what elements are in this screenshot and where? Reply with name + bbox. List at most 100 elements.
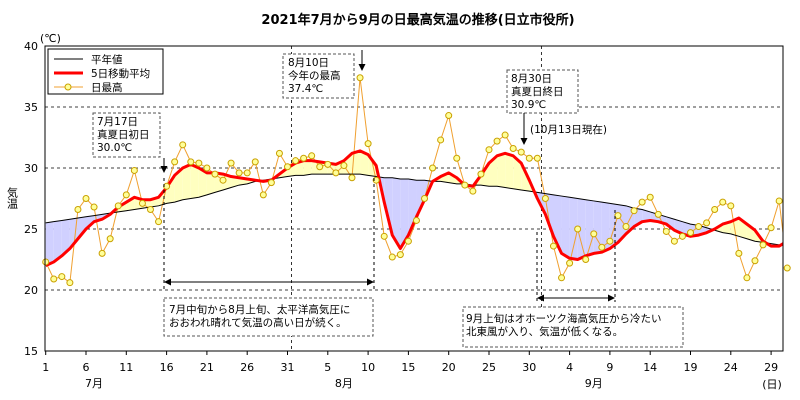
- chart-title: 2021年7月から9月の日最高気温の推移(日立市役所): [261, 12, 574, 28]
- daily-max-point-17: [171, 158, 179, 166]
- daily-max-point-58: [501, 131, 509, 139]
- daily-max-point-82: [695, 223, 703, 231]
- x-tick-label-36: 5: [324, 361, 331, 374]
- month-label-9月: 9月: [585, 377, 603, 390]
- daily-max-point-29: [267, 179, 275, 187]
- daily-max-point-46: [404, 237, 412, 245]
- daily-max-point-10: [114, 202, 122, 210]
- daily-max-point-84: [711, 205, 719, 213]
- daily-max-point-68: [582, 256, 590, 263]
- annotation-aug30-arrow-head: [520, 138, 528, 145]
- daily-max-point-80: [678, 232, 686, 240]
- x-tick-label-86: 24: [724, 361, 738, 374]
- annotation-aug10-line-0: 8月10日: [288, 57, 329, 69]
- fill-day-56-0: [489, 155, 498, 187]
- daily-max-point-33: [300, 154, 308, 162]
- daily-max-point-12: [130, 166, 138, 174]
- daily-max-point-59: [509, 144, 517, 152]
- x-tick-label-46: 15: [401, 361, 415, 374]
- fill-day-63-0: [545, 193, 554, 237]
- fill-day-18-0: [182, 164, 191, 200]
- annotation-aug30-line-1: 真夏日終日: [511, 85, 564, 98]
- daily-max-point-53: [461, 181, 469, 189]
- daily-max-point-55: [477, 170, 485, 178]
- daily-max-point-11: [122, 191, 130, 199]
- annotation-jul17-line-1: 真夏日初日: [97, 128, 150, 141]
- daily-max-point-93: [783, 264, 791, 272]
- annotation-summer-range-head-left: [164, 278, 171, 286]
- annotation-aug10-line-1: 今年の最高: [288, 69, 341, 82]
- fill-day-32-0: [295, 160, 304, 176]
- daily-max-point-28: [259, 191, 267, 199]
- daily-max-point-2: [50, 275, 58, 283]
- x-tick-label-51: 20: [442, 361, 456, 374]
- daily-max-point-70: [598, 243, 606, 251]
- daily-max-point-31: [284, 163, 291, 171]
- annotation-sept-range-head-right: [608, 294, 615, 302]
- fill-day-69-0: [593, 200, 602, 254]
- daily-max-point-75: [638, 198, 646, 206]
- daily-max-point-64: [549, 242, 557, 250]
- y-tick-label-35: 35: [24, 101, 38, 114]
- x-tick-label-16: 16: [160, 361, 174, 374]
- fill-day-47-0: [416, 180, 425, 217]
- daily-max-point-18: [179, 141, 187, 149]
- x-unit-label: (日): [762, 378, 782, 391]
- daily-max-point-50: [437, 136, 445, 144]
- fill-day-17-0: [174, 168, 183, 203]
- annotation-jul17-line-2: 30.0℃: [97, 142, 132, 154]
- daily-max-point-79: [670, 237, 678, 245]
- fill-day-55-0: [480, 163, 489, 187]
- daily-max-point-25: [235, 169, 243, 177]
- daily-max-point-21: [203, 164, 211, 172]
- daily-max-point-76: [646, 193, 654, 201]
- x-tick-label-11: 11: [119, 361, 133, 374]
- fill-day-45-0: [400, 178, 409, 249]
- month-label-8月: 8月: [335, 377, 353, 390]
- fill-day-58-0: [505, 153, 514, 189]
- fill-day-5-0: [77, 216, 86, 239]
- fill-day-57-0: [497, 153, 506, 188]
- annotation-aug10-box: [282, 53, 355, 99]
- daily-max-point-83: [703, 219, 711, 227]
- daily-max-point-90: [759, 241, 767, 249]
- annotation-jul17-arrow-head: [160, 166, 168, 173]
- x-tick-label-6: 6: [83, 361, 90, 374]
- daily-max-point-36: [324, 160, 332, 168]
- daily-max-point-37: [332, 169, 340, 177]
- y-unit-label: (℃): [40, 32, 61, 45]
- daily-max-point-71: [606, 237, 614, 245]
- x-tick-label-56: 25: [482, 361, 496, 374]
- daily-max-point-48: [421, 195, 429, 202]
- annotation-summer-line-1: おおわれ晴れて気温の高い日が続く。: [169, 316, 347, 329]
- daily-max-point-62: [533, 154, 541, 162]
- daily-max-point-15: [155, 218, 163, 226]
- daily-max-point-35: [316, 163, 324, 171]
- y-tick-label-40: 40: [24, 40, 38, 53]
- daily-max-point-45: [396, 251, 404, 259]
- daily-max-point-73: [622, 223, 630, 231]
- daily-max-point-60: [517, 148, 525, 156]
- fill-day-16-0: [166, 175, 175, 204]
- fill-day-19-0: [190, 164, 199, 199]
- daily-max-point-8: [98, 249, 106, 257]
- daily-max-point-78: [662, 227, 670, 235]
- plot-frame: [44, 45, 784, 352]
- daily-max-point-20: [195, 159, 203, 167]
- daily-max-point-63: [541, 195, 549, 202]
- annotation-jul17-line-0: 7月17日: [97, 116, 138, 128]
- legend: 平年値 5日移動平均 日最高: [47, 48, 164, 95]
- daily-max-point-54: [469, 187, 477, 195]
- y-tick-label-20: 20: [24, 284, 38, 297]
- x-tick-label-41: 10: [361, 361, 375, 374]
- daily-max-point-23: [219, 176, 227, 184]
- annotation-aug30-line-2: 30.9℃: [511, 99, 546, 111]
- daily-max-point-34: [308, 152, 316, 160]
- x-tick-label-91: 29: [764, 361, 778, 374]
- x-tick-label-26: 26: [240, 361, 254, 374]
- daily-max-point-38: [340, 162, 348, 170]
- daily-max-point-87: [735, 249, 743, 257]
